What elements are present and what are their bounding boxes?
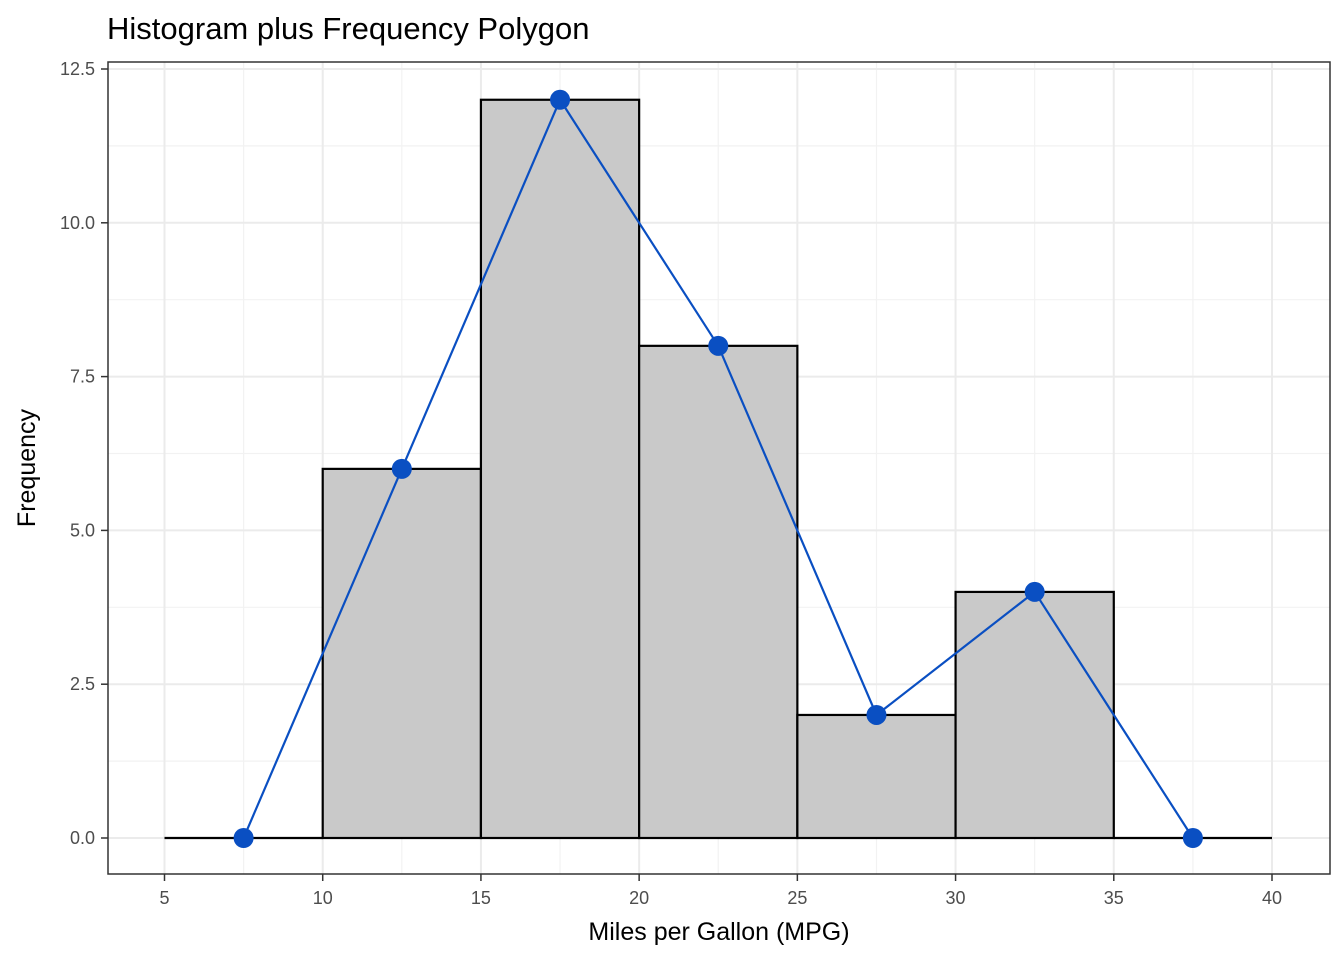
y-tick-label: 0.0 [70,828,95,848]
y-tick-label: 7.5 [70,367,95,387]
histogram-bar-25-30 [796,713,957,840]
x-tick-label: 10 [313,888,333,908]
histogram-bars [164,98,1272,840]
frequency-polygon-point [708,335,729,356]
frequency-polygon-point [550,89,571,110]
x-axis-label: Miles per Gallon (MPG) [588,918,849,946]
x-tick-label: 15 [471,888,491,908]
x-axis-ticks: 5 10 15 20 25 30 35 40 [159,874,1282,908]
frequency-polygon [233,89,1203,848]
histogram-bar-10-15 [321,467,483,840]
y-axis-label: Frequency [13,408,41,527]
frequency-polygon-point [391,458,412,479]
x-tick-label: 40 [1262,888,1282,908]
frequency-polygon-point [866,704,887,725]
y-axis-ticks: 0.0 2.5 5.0 7.5 10.0 12.5 [60,59,108,848]
frequency-polygon-point [1024,581,1045,602]
y-tick-label: 12.5 [60,59,95,79]
chart-title: Histogram plus Frequency Polygon [107,11,589,46]
histogram-bar-20-25 [638,344,799,840]
y-tick-label: 5.0 [70,520,95,540]
x-tick-label: 25 [787,888,807,908]
frequency-polygon-point [233,828,254,848]
panel-border [107,61,1331,875]
x-tick-label: 35 [1104,888,1124,908]
y-tick-label: 2.5 [70,674,95,694]
histogram-bar-30-35 [954,590,1115,840]
x-tick-label: 20 [629,888,649,908]
x-tick-label: 30 [946,888,966,908]
x-tick-label: 5 [159,888,169,908]
frequency-polygon-point [1182,828,1203,848]
histogram-bar-15-20 [479,98,641,840]
y-tick-label: 10.0 [60,213,95,233]
